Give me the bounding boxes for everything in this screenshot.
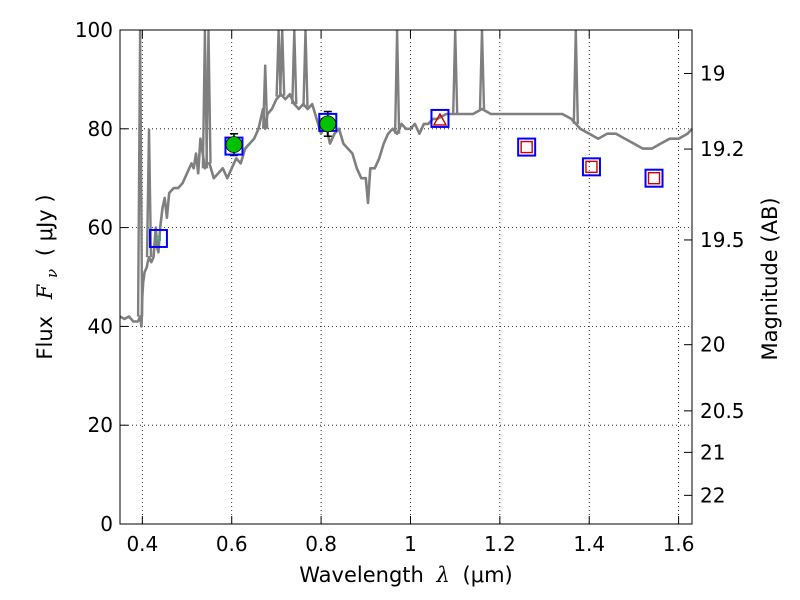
- model-box-point: [148, 228, 168, 248]
- y-tick-label: 60: [88, 216, 113, 240]
- model-box-point: [517, 137, 537, 157]
- y-axis-label-unit: ( μJy ): [33, 194, 57, 256]
- square-point: [520, 140, 533, 154]
- observed-point: [319, 115, 337, 133]
- y-tick-label: 40: [88, 314, 113, 338]
- emission-spike: [393, 29, 401, 134]
- emission-spike: [262, 64, 269, 129]
- right-tick-label: 22: [700, 483, 725, 507]
- x-tick-label: 0.6: [216, 532, 248, 556]
- x-tick-label: 0.4: [126, 532, 158, 556]
- emission-spike: [279, 29, 286, 96]
- right-tick-label: 20.5: [700, 399, 745, 423]
- x-tick-label: 1.6: [663, 532, 695, 556]
- model-box-point: [644, 168, 664, 188]
- emission-spike: [136, 29, 144, 317]
- x-tick-label: 0.8: [305, 532, 337, 556]
- right-tick-label: 20: [700, 333, 725, 357]
- y-axis-label-symbol: F: [33, 283, 57, 300]
- emission-spike: [291, 29, 298, 105]
- y-axis-label-subscript: ν: [43, 269, 61, 278]
- model-box-point: [430, 108, 450, 128]
- grid-lines: [120, 30, 692, 524]
- spectrum-line: [119, 92, 693, 328]
- y-axis-label: Flux F ν ( μJy ): [33, 194, 62, 359]
- x-axis-label-text: Wavelength: [299, 563, 424, 587]
- observed-point: [225, 136, 243, 154]
- emission-spike: [205, 29, 212, 164]
- x-axis-label: Wavelength λ (μm): [299, 563, 512, 587]
- triangle-point: [432, 112, 448, 126]
- model-box-point: [581, 157, 601, 177]
- emission-spike: [572, 29, 579, 124]
- right-tick-label: 19: [700, 61, 725, 85]
- x-axis-label-symbol: λ: [436, 563, 450, 587]
- right-axis-label: Magnitude (AB): [758, 197, 782, 360]
- x-axis-label-unit: (μm): [463, 563, 513, 587]
- plot-frame: [119, 29, 693, 525]
- y-tick-label: 100: [75, 18, 113, 42]
- square-point: [647, 171, 661, 185]
- y-tick-label: 20: [88, 413, 113, 437]
- y-tick-label: 0: [100, 512, 113, 536]
- emission-spike: [145, 128, 153, 258]
- spectrum-layer: [119, 29, 693, 328]
- right-tick-label: 19.5: [700, 228, 745, 252]
- square-point: [585, 160, 598, 174]
- right-tick-label: 19.2: [700, 137, 745, 161]
- axis-ticks: 0.4 0.6 0.8 1 1.2 1.4 1.6 0 20 40 60 80 100 19 19.2 19.…: [75, 18, 745, 556]
- emission-spike: [452, 29, 459, 115]
- y-axis-label-text: Flux: [33, 316, 57, 360]
- points-layer: [148, 108, 664, 248]
- y-tick-label: 80: [88, 117, 113, 141]
- emission-spike: [302, 29, 309, 107]
- x-tick-label: 1: [404, 532, 417, 556]
- x-tick-label: 1.4: [573, 532, 605, 556]
- right-tick-label: 21: [700, 440, 725, 464]
- cyan-point: [155, 235, 161, 241]
- x-tick-label: 1.2: [484, 532, 516, 556]
- emission-spike: [478, 29, 486, 110]
